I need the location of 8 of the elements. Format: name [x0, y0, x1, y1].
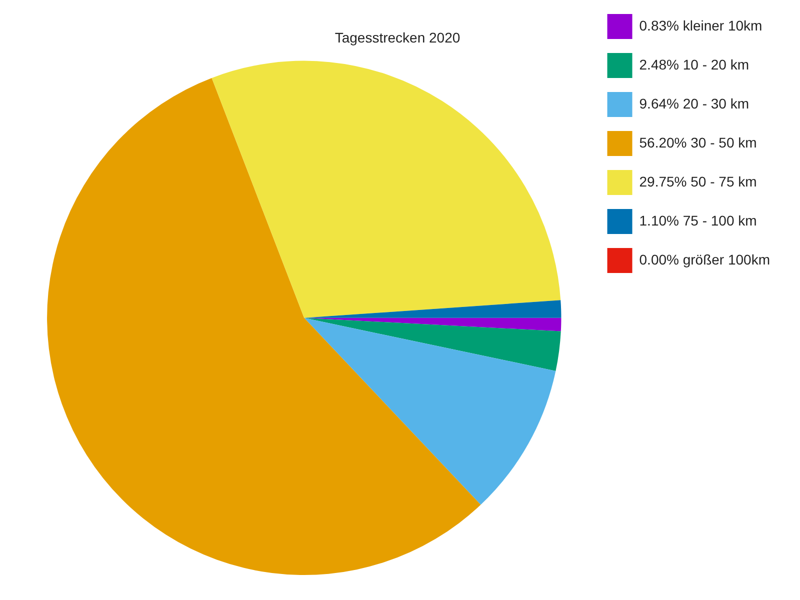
legend-label: 2.48% 10 - 20 km: [639, 56, 750, 72]
legend-label: 56.20% 30 - 50 km: [639, 134, 757, 150]
legend-label: 0.83% kleiner 10km: [639, 17, 762, 34]
legend-label: 1.10% 75 - 100 km: [639, 212, 757, 228]
legend-label: 9.64% 20 - 30 km: [639, 95, 750, 112]
text: Tagesstrecken 2020: [334, 29, 460, 46]
legend-label: 29.75% 50 - 75 km: [639, 173, 757, 190]
legend-label: 0.00% größer 100km: [639, 251, 770, 268]
